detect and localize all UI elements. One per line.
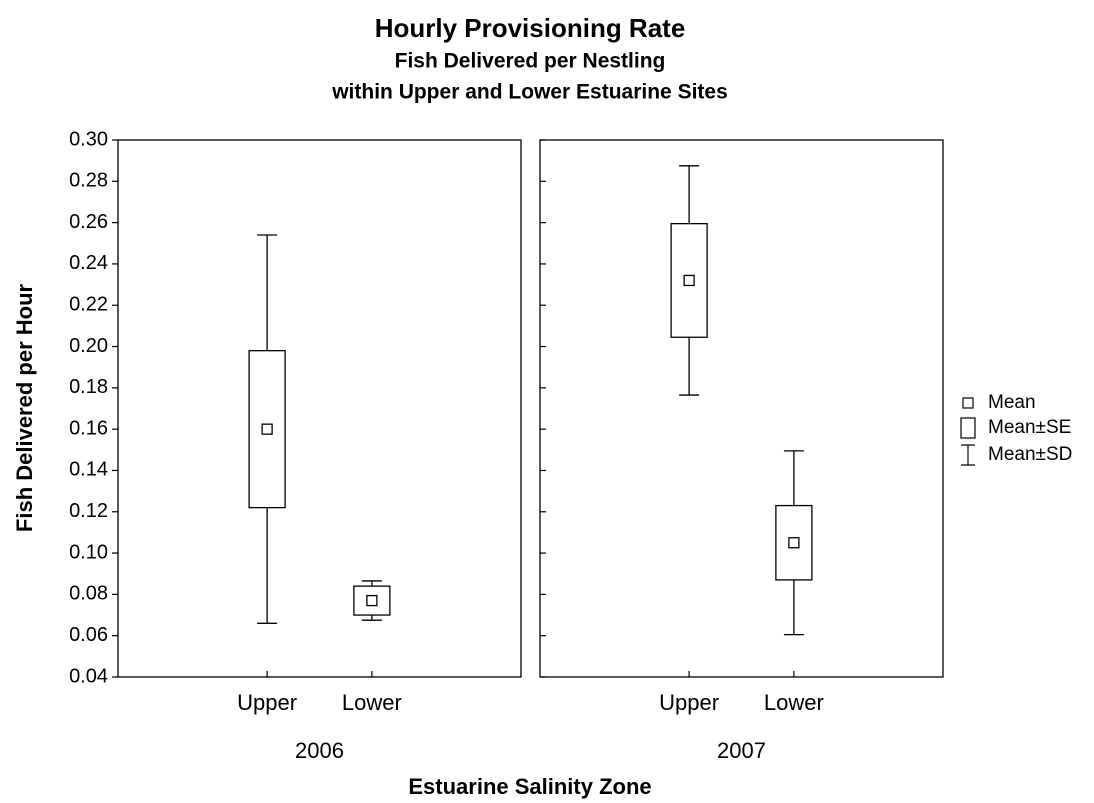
x-tick-label: Lower [342,690,402,715]
y-tick-label: 0.24 [69,252,108,274]
panel-frame [117,139,522,678]
mean-marker [261,423,273,435]
y-tick-label: 0.04 [69,665,108,687]
y-tick-label: 0.08 [69,583,108,605]
y-tick-label: 0.20 [69,335,108,357]
y-tick-label: 0.30 [69,128,108,150]
y-axis-label: Fish Delivered per Hour [12,283,37,532]
chart-subtitle: Fish Delivered per Nestling [395,50,666,73]
legend-label: Mean [988,392,1036,413]
x-tick-label: Upper [659,690,719,715]
legend-se-icon [960,417,976,439]
y-tick-label: 0.14 [69,459,108,481]
chart-subtitle: within Upper and Lower Estuarine Sites [331,81,728,104]
y-tick-label: 0.28 [69,170,108,192]
y-tick-label: 0.06 [69,624,108,646]
panel-label: 2006 [295,738,344,763]
legend-mean-icon [962,397,974,409]
legend-sd-icon [961,444,975,466]
mean-marker [683,274,695,287]
x-tick-label: Lower [764,690,824,715]
panel-label: 2007 [717,738,766,763]
panel-frame [539,139,944,678]
chart-title: Hourly Provisioning Rate [375,13,686,43]
y-tick-label: 0.18 [69,376,108,398]
mean-marker [788,537,800,549]
y-tick-label: 0.10 [69,541,108,563]
x-axis-label: Estuarine Salinity Zone [408,774,651,799]
y-tick-label: 0.12 [69,500,108,522]
y-tick-label: 0.22 [69,294,108,316]
legend-label: Mean±SD [988,444,1072,465]
y-tick-label: 0.16 [69,417,108,439]
y-tick-label: 0.26 [69,211,108,233]
mean-marker [366,594,378,607]
x-tick-label: Upper [237,690,297,715]
legend-label: Mean±SE [988,417,1071,438]
